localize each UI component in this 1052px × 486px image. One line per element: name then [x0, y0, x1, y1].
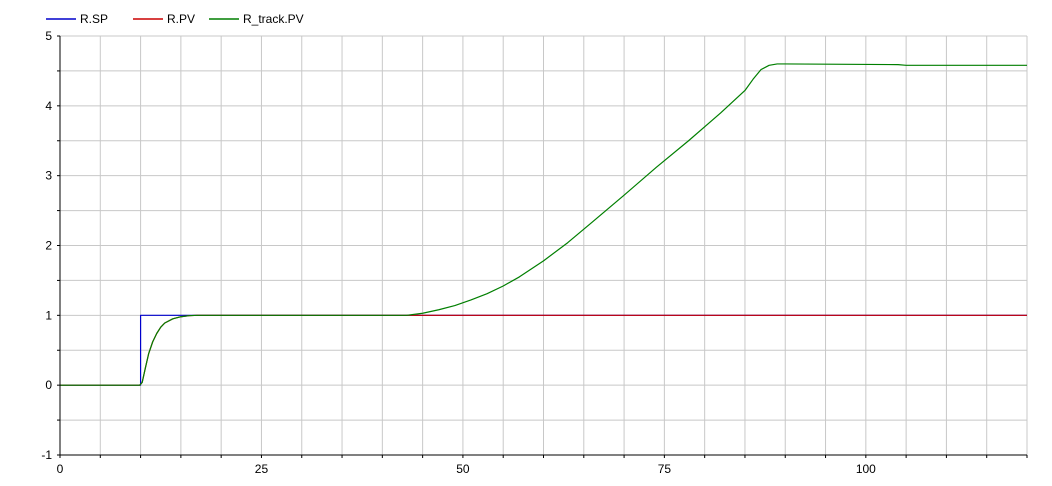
y-tick-label: -1: [41, 448, 52, 462]
y-tick-label: 1: [45, 308, 52, 322]
x-tick-label: 0: [57, 462, 64, 476]
legend-label: R.PV: [167, 12, 195, 26]
y-tick-label: 4: [45, 99, 52, 113]
legend-label: R_track.PV: [243, 12, 304, 26]
axes: 0 25 50 75 100 -1 0 1 2 3 4 5: [41, 29, 1028, 476]
x-tick-label: 100: [856, 462, 876, 476]
x-tick-label: 25: [255, 462, 269, 476]
legend-label: R.SP: [80, 12, 108, 26]
legend: R.SP R.PV R_track.PV: [46, 12, 304, 26]
grid: [59, 35, 1028, 456]
y-tick-label: 3: [45, 169, 52, 183]
x-tick-label: 75: [658, 462, 672, 476]
x-tick-label: 50: [456, 462, 470, 476]
y-tick-label: 0: [45, 378, 52, 392]
series-lines: [60, 63, 1027, 386]
y-tick-label: 5: [45, 29, 52, 43]
series-line-r-track-pv: [60, 63, 1027, 386]
y-tick-label: 2: [45, 239, 52, 253]
